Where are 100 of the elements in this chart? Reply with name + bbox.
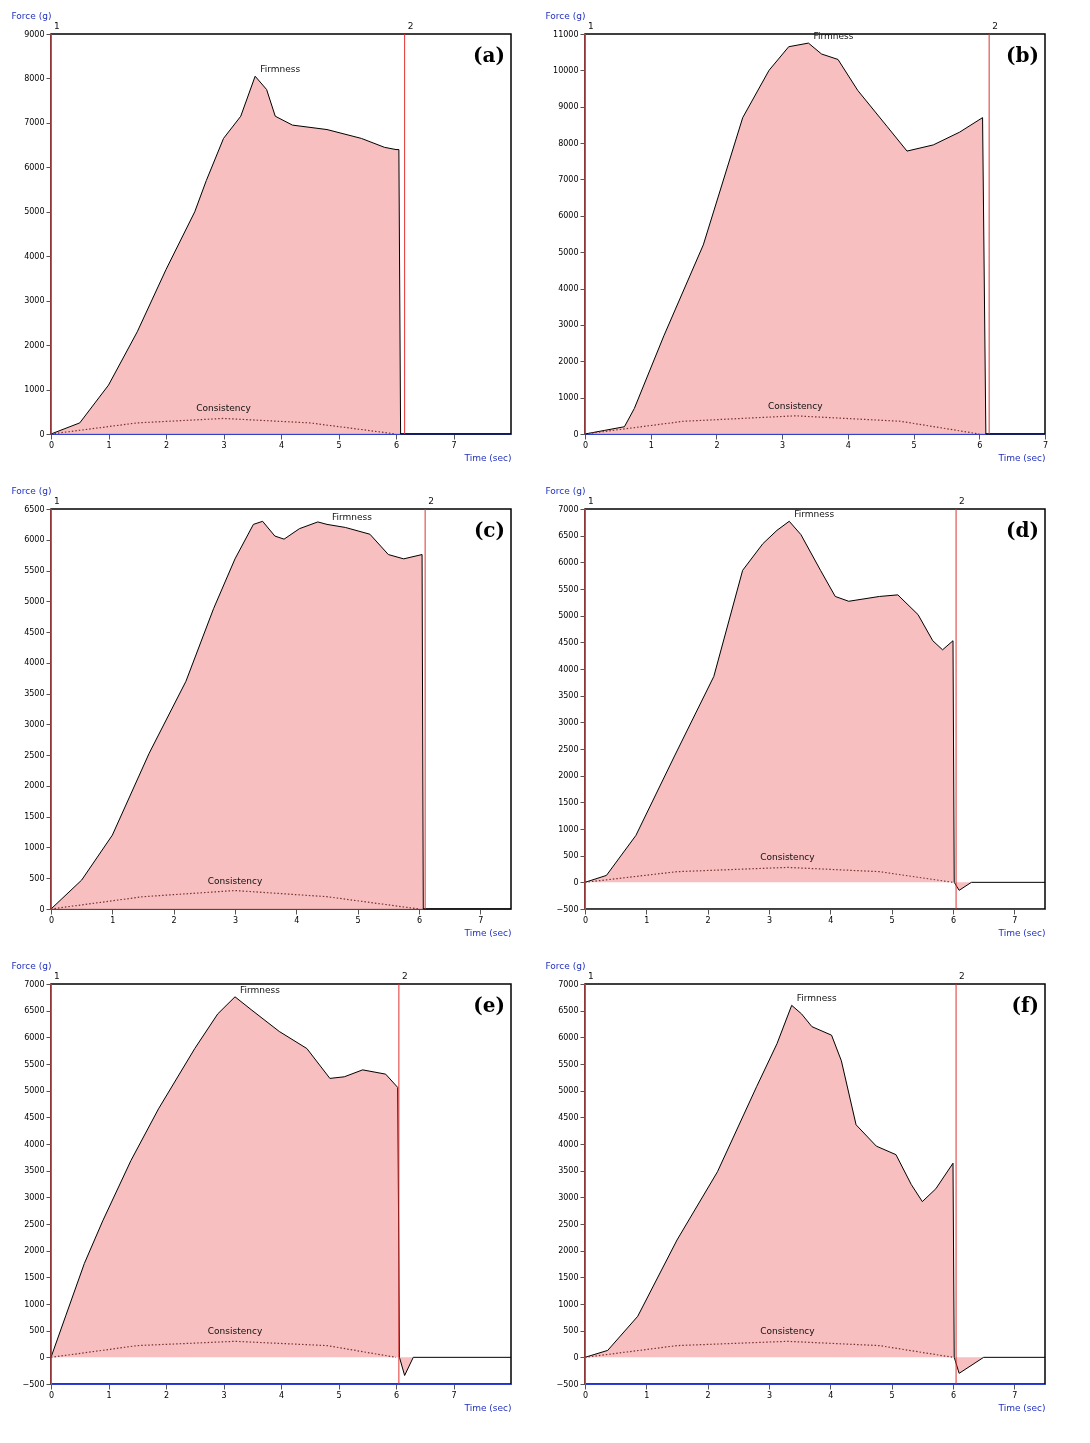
annotation: 2: [407, 21, 414, 31]
y-tick-label: 3000: [24, 296, 45, 306]
y-tick-label: 0: [573, 429, 579, 439]
text: (f): [1011, 993, 1039, 1017]
y-tick-label: 6000: [558, 557, 579, 567]
y-tick-label: 4500: [24, 1112, 45, 1122]
y-tick-label: 6000: [24, 535, 45, 545]
x-tick-label: 2: [705, 915, 711, 925]
annotation: Consistency: [768, 400, 824, 411]
y-tick-label: 6500: [558, 1006, 579, 1016]
x-tick-label: 5: [889, 1390, 895, 1400]
y-tick-label: 10000: [553, 65, 579, 75]
x-tick-label: 3: [766, 1390, 773, 1400]
x-tick-label: 4: [828, 915, 834, 925]
y-tick-label: 6500: [24, 504, 45, 514]
x-tick-label: 7: [451, 440, 457, 450]
y-tick-label: 1500: [24, 1272, 45, 1282]
text: (b): [1006, 43, 1039, 67]
x-axis-title: Time (sec): [463, 1402, 512, 1413]
y-tick-label: 5000: [558, 611, 579, 621]
y-tick-label: 3500: [24, 1166, 45, 1176]
y-tick-label: 3000: [558, 1192, 579, 1202]
y-tick-label: 7000: [558, 174, 579, 184]
x-tick-label: 6: [950, 915, 957, 925]
x-tick-label: 1: [644, 1390, 650, 1400]
annotation: Consistency: [207, 1326, 263, 1337]
x-tick-label: 4: [828, 1390, 834, 1400]
x-axis-title: Time (sec): [463, 927, 512, 938]
text: (c): [473, 518, 505, 542]
x-tick-label: 7: [1012, 1390, 1018, 1400]
y-tick-label: 4000: [24, 1139, 45, 1149]
annotation: 1: [588, 971, 594, 981]
y-tick-label: 7000: [558, 979, 579, 989]
y-tick-label: 7000: [558, 504, 579, 514]
y-tick-label: 5000: [24, 207, 45, 217]
y-tick-label: 2000: [558, 771, 579, 781]
y-tick-label: 500: [29, 873, 45, 883]
y-tick-label: 3500: [558, 691, 579, 701]
y-tick-label: 8000: [24, 73, 45, 83]
x-tick-label: 5: [911, 440, 917, 450]
y-tick-label: 500: [563, 1326, 579, 1336]
y-tick-label: 2000: [24, 781, 45, 791]
y-tick-label: 6000: [558, 211, 579, 221]
x-tick-label: 4: [278, 1390, 285, 1400]
y-tick-label: 0: [39, 429, 45, 439]
x-tick-label: 2: [705, 1390, 711, 1400]
x-tick-label: 4: [845, 440, 851, 450]
y-tick-label: 1500: [24, 812, 45, 822]
x-tick-label: 6: [977, 440, 983, 450]
y-tick-label: 4000: [558, 664, 579, 674]
x-tick-label: 6: [393, 440, 400, 450]
x-tick-label: 3: [232, 915, 239, 925]
y-tick-label: 3000: [24, 719, 45, 729]
y-tick-label: −500: [556, 904, 579, 914]
x-tick-label: 0: [48, 1390, 55, 1400]
y-tick-label: 5500: [24, 1059, 45, 1069]
y-tick-label: 4000: [558, 1139, 579, 1149]
y-tick-label: 1000: [558, 393, 579, 403]
annotation: 1: [54, 496, 60, 506]
annotation: 1: [588, 21, 594, 31]
y-tick-label: 9000: [24, 29, 45, 39]
x-tick-label: 1: [644, 915, 650, 925]
y-tick-label: 1000: [24, 385, 45, 395]
annotation: 2: [428, 496, 434, 506]
y-tick-label: 2000: [24, 340, 45, 350]
y-axis-title: Force (g): [545, 960, 586, 971]
y-tick-label: 2500: [24, 1219, 45, 1229]
y-tick-label: 6500: [24, 1006, 45, 1016]
x-tick-label: 6: [416, 915, 423, 925]
x-tick-label: 7: [478, 915, 484, 925]
y-tick-label: 1000: [558, 824, 579, 834]
y-tick-label: 4500: [24, 627, 45, 637]
y-tick-label: 6000: [24, 162, 45, 172]
y-tick-label: 5500: [24, 566, 45, 576]
y-tick-label: 5000: [558, 1086, 579, 1096]
x-tick-label: 2: [171, 915, 177, 925]
y-tick-label: 6000: [558, 1032, 579, 1042]
text: (a): [473, 43, 505, 67]
y-tick-label: −500: [22, 1379, 45, 1389]
x-tick-label: 3: [780, 440, 786, 450]
y-tick-label: 1000: [24, 1299, 45, 1309]
y-tick-label: 5000: [558, 247, 579, 257]
y-tick-label: 2000: [558, 1246, 579, 1256]
annotation: Consistency: [760, 852, 816, 863]
y-tick-label: 5000: [24, 1086, 45, 1096]
annotation: Firmness: [794, 509, 835, 520]
x-tick-label: 5: [355, 915, 361, 925]
y-tick-label: 3000: [558, 320, 579, 330]
annotation: Firmness: [240, 984, 281, 995]
y-tick-label: 2000: [24, 1246, 45, 1256]
x-tick-label: 2: [714, 440, 720, 450]
annotation: Consistency: [207, 875, 263, 886]
annotation: 1: [54, 21, 60, 31]
y-tick-label: 4500: [558, 637, 579, 647]
annotation: 2: [401, 971, 408, 981]
x-tick-label: 5: [889, 915, 895, 925]
x-tick-label: 1: [110, 915, 116, 925]
x-tick-label: 0: [582, 1390, 589, 1400]
y-tick-label: 6000: [24, 1032, 45, 1042]
y-tick-label: 4500: [558, 1112, 579, 1122]
